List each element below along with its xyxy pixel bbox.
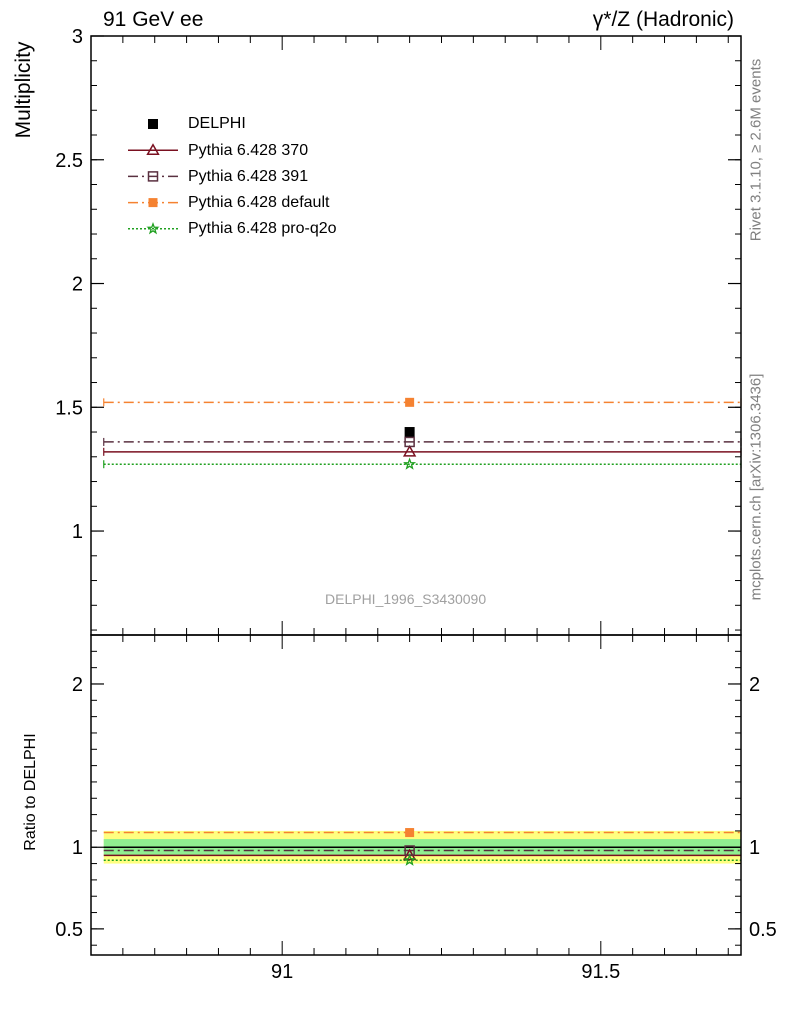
legend-label-pythia-pro-q2o: Pythia 6.428 pro-q2o: [188, 220, 337, 237]
main-y-tick-label: 2.5: [55, 150, 83, 172]
ratio-marker-pythia-6-428-pro-q2o: [403, 853, 417, 866]
analysis-id-watermark: DELPHI_1996_S3430090: [325, 591, 487, 607]
rivet-version-text: Rivet 3.1.10, ≥ 2.6M events: [747, 58, 765, 242]
legend-marker-pythia-6-428-391: [147, 171, 159, 182]
ratio-y-tick-label-right: 2: [749, 674, 760, 696]
legend-label-delphi: DELPHI: [188, 115, 246, 132]
ratio-y-tick-label: 0.5: [55, 919, 83, 941]
ratio-marker-pythia-6-428-default: [405, 828, 415, 838]
ratio-y-tick-label-right: 0.5: [749, 919, 777, 941]
main-y-tick-label: 1.5: [55, 397, 83, 419]
legend-label-pythia-370: Pythia 6.428 370: [188, 142, 309, 159]
main-y-tick-label: 1: [72, 521, 83, 543]
legend-marker-delphi: [148, 119, 158, 129]
y-axis-label-ratio: Ratio to DELPHI: [22, 733, 39, 851]
legend-marker-pythia-6-428-pro-q2o: [146, 221, 160, 235]
x-tick-label: 91.5: [581, 961, 620, 983]
legend-label-pythia-default: Pythia 6.428 default: [188, 194, 330, 211]
main-y-tick-label: 2: [72, 274, 83, 296]
legend-marker-pythia-6-428-default: [148, 198, 158, 208]
ratio-y-tick-label-right: 1: [749, 837, 760, 859]
ratio-plot-frame: [90, 634, 742, 956]
y-axis-label-main: Multiplicity: [12, 41, 35, 139]
main-y-tick-label: 3: [72, 26, 83, 48]
mcplots-reference-text: mcplots.cern.ch [arXiv:1306.3436]: [747, 373, 765, 601]
ratio-y-tick-label: 2: [72, 674, 83, 696]
ratio-y-tick-label: 1: [72, 837, 83, 859]
title-left: 91 GeV ee: [103, 8, 204, 31]
legend-label-pythia-391: Pythia 6.428 391: [188, 168, 309, 185]
marker-delphi: [404, 427, 415, 438]
marker-pythia-6-428-default: [405, 397, 415, 407]
marker-pythia-6-428-370: [402, 444, 417, 457]
x-tick-label: 91: [271, 961, 293, 983]
marker-pythia-6-428-391: [404, 436, 415, 448]
marker-pythia-6-428-pro-q2o: [403, 457, 417, 470]
title-right: γ*/Z (Hadronic): [592, 8, 734, 31]
legend-marker-pythia-6-428-370: [146, 143, 160, 155]
